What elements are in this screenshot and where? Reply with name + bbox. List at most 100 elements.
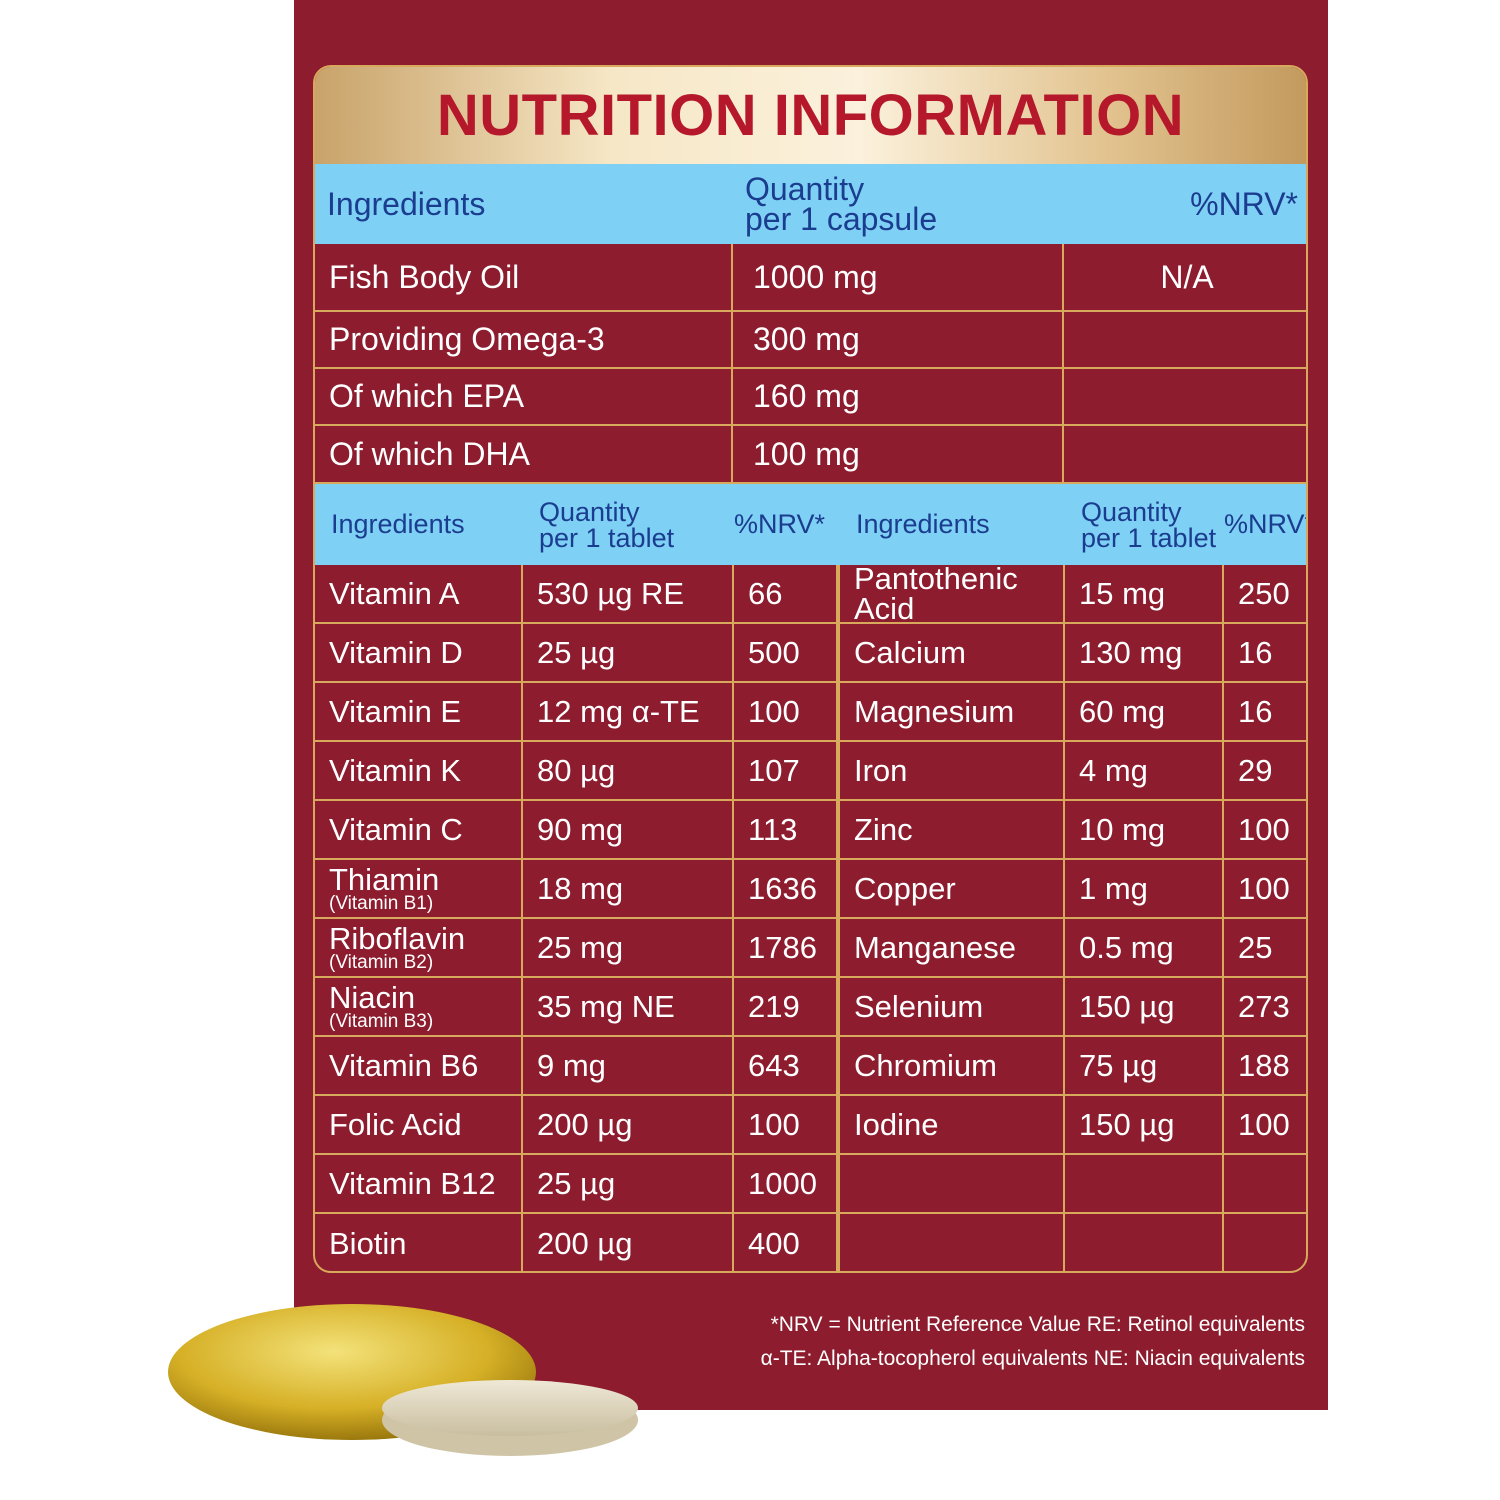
table-cell: Vitamin D <box>315 624 523 683</box>
ingredient-name: Vitamin B6 <box>329 1047 479 1083</box>
table-cell: 100 <box>734 1096 840 1155</box>
cell-text: 80 µg <box>537 752 616 788</box>
cell-text: 29 <box>1238 752 1273 788</box>
cell-text: Of which DHA <box>329 435 530 472</box>
table-cell: 107 <box>734 742 840 801</box>
ingredient-name: Iron <box>854 752 908 788</box>
cell-text: 100 <box>748 1106 800 1142</box>
table-cell: 25 <box>1224 919 1306 978</box>
cell-text: 16 <box>1238 634 1273 670</box>
table-cell: Vitamin E <box>315 683 523 742</box>
table-cell: 25 mg <box>523 919 734 978</box>
cell-text: 1786 <box>748 929 817 965</box>
table-cell: 643 <box>734 1037 840 1096</box>
table-cell: 29 <box>1224 742 1306 801</box>
table-cell <box>1224 1155 1306 1214</box>
cell-text: 25 µg <box>537 1165 616 1201</box>
cell-text: 25 µg <box>537 634 616 670</box>
table-cell: 400 <box>734 1214 840 1271</box>
header-text: %NRV* <box>1190 185 1298 222</box>
cell-text: 250 <box>1238 575 1290 611</box>
table-cell: 1000 mg <box>733 244 1064 312</box>
table-cell: Chromium <box>840 1037 1065 1096</box>
header-cell: Ingredients <box>331 484 539 565</box>
cell-text: 107 <box>748 752 800 788</box>
header-text: Ingredients <box>327 185 486 222</box>
table-cell: 113 <box>734 801 840 860</box>
ingredient-name: Vitamin D <box>329 634 463 670</box>
header-cell: Quantity per 1 tablet <box>1081 484 1240 565</box>
table-cell: 100 <box>1224 1096 1306 1155</box>
table-cell: 16 <box>1224 624 1306 683</box>
table-cell: 1636 <box>734 860 840 919</box>
cell-text: 150 µg <box>1079 1106 1175 1142</box>
table-cell <box>1064 312 1306 369</box>
table-cell: 1786 <box>734 919 840 978</box>
table-cell: 90 mg <box>523 801 734 860</box>
cell-text: 300 mg <box>753 321 860 358</box>
cell-text: 150 µg <box>1079 988 1175 1024</box>
table-cell <box>1064 369 1306 426</box>
cell-text: Providing Omega-3 <box>329 321 605 358</box>
table-cell: 150 µg <box>1065 978 1224 1037</box>
table-cell: Magnesium <box>840 683 1065 742</box>
table-cell: 16 <box>1224 683 1306 742</box>
cell-text: 400 <box>748 1225 800 1261</box>
table-cell: 100 <box>1224 801 1306 860</box>
header-text: %NRV* <box>1224 508 1308 539</box>
cell-text: 16 <box>1238 693 1273 729</box>
table-cell: 250 <box>1224 565 1306 624</box>
cell-text: 35 mg NE <box>537 988 675 1024</box>
cell-text: 100 <box>748 693 800 729</box>
cell-text: 643 <box>748 1047 800 1083</box>
table-cell: Of which DHA <box>315 426 733 484</box>
cell-text: 25 <box>1238 929 1273 965</box>
title: NUTRITION INFORMATION <box>436 83 1185 148</box>
ingredient-name: Calcium <box>854 634 966 670</box>
table-cell: Vitamin A <box>315 565 523 624</box>
cell-text: 75 µg <box>1079 1047 1158 1083</box>
table-cell: Vitamin K <box>315 742 523 801</box>
table-cell: Zinc <box>840 801 1065 860</box>
table-cell: 188 <box>1224 1037 1306 1096</box>
table-cell: 273 <box>1224 978 1306 1037</box>
table-cell: 130 mg <box>1065 624 1224 683</box>
table-cell: 60 mg <box>1065 683 1224 742</box>
ingredient-name: Magnesium <box>854 693 1015 729</box>
cell-text: 100 <box>1238 1106 1290 1142</box>
ingredient-note: (Vitamin B1) <box>329 892 434 914</box>
cell-text: 500 <box>748 634 800 670</box>
header-cell: Quantity per 1 capsule <box>745 164 1052 244</box>
header-cell: %NRV* <box>1076 164 1298 244</box>
table-cell: Of which EPA <box>315 369 733 426</box>
table-cell: Selenium <box>840 978 1065 1037</box>
header-cell: Quantity per 1 tablet <box>539 484 750 565</box>
header-cell: %NRV* <box>1224 484 1308 565</box>
ingredient-name: Riboflavin <box>329 921 466 957</box>
table-cell: 12 mg α-TE <box>523 683 734 742</box>
table-cell: 15 mg <box>1065 565 1224 624</box>
ingredient-note: (Vitamin B3) <box>329 1010 434 1032</box>
cell-text: 1000 mg <box>753 258 878 295</box>
cell-text: 25 mg <box>537 929 624 965</box>
header-text: Ingredients <box>856 508 990 539</box>
table-cell: Calcium <box>840 624 1065 683</box>
table-cell: Copper <box>840 860 1065 919</box>
cell-text: 9 mg <box>537 1047 606 1083</box>
table-cell: 100 <box>734 683 840 742</box>
title-band: NUTRITION INFORMATION <box>315 67 1306 164</box>
table-cell: 25 µg <box>523 624 734 683</box>
table-cell: Manganese <box>840 919 1065 978</box>
table-cell: 200 µg <box>523 1096 734 1155</box>
cell-text: 18 mg <box>537 870 624 906</box>
header-text: per 1 capsule <box>745 201 938 237</box>
cell-text: N/A <box>1160 258 1214 295</box>
ingredient-name: Folic Acid <box>329 1106 462 1142</box>
ingredient-name: Biotin <box>329 1225 407 1261</box>
table-cell <box>1065 1155 1224 1214</box>
cell-text: 200 µg <box>537 1225 633 1261</box>
cell-text: 1636 <box>748 870 817 906</box>
ingredient-name: Thiamin <box>329 862 440 898</box>
table-cell: Fish Body Oil <box>315 244 733 312</box>
